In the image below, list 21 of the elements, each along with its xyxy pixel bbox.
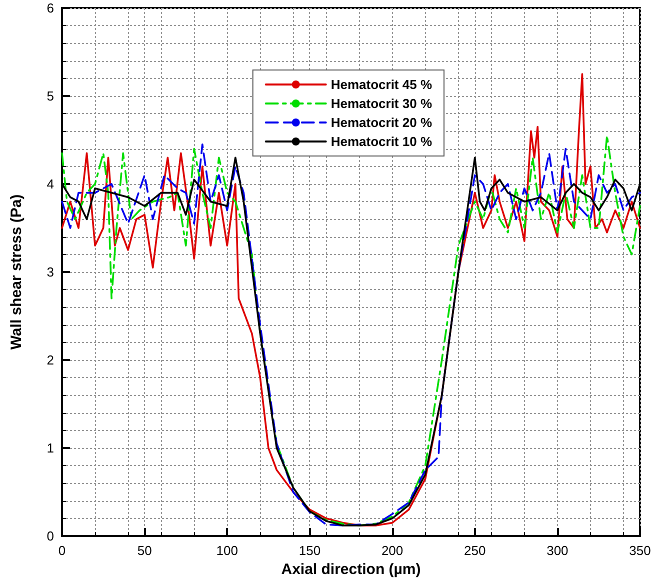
x-tick-label: 50 — [137, 543, 152, 558]
x-tick-label: 300 — [546, 543, 568, 558]
y-tick-label: 4 — [46, 176, 54, 192]
y-tick-label: 6 — [46, 0, 54, 16]
y-tick-label: 1 — [46, 440, 54, 456]
y-tick-label: 0 — [46, 528, 54, 544]
y-tick-label: 3 — [46, 264, 54, 280]
x-tick-label: 200 — [381, 543, 404, 558]
x-tick-label: 100 — [216, 543, 238, 558]
legend-label: Hematocrit 45 % — [330, 77, 432, 92]
legend-label: Hematocrit 30 % — [330, 96, 432, 111]
y-axis-title: Wall shear stress (Pa) — [8, 194, 25, 350]
y-tick-label: 2 — [46, 352, 54, 368]
legend-label: Hematocrit 20 % — [330, 115, 432, 130]
legend-label: Hematocrit 10 % — [330, 134, 432, 149]
x-tick-label: 0 — [58, 543, 66, 558]
x-axis-title: Axial direction (µm) — [281, 560, 421, 578]
x-tick-label: 150 — [298, 543, 321, 558]
x-tick-label: 350 — [629, 543, 651, 558]
x-tick-label: 250 — [464, 543, 486, 558]
y-tick-label: 5 — [46, 88, 54, 104]
